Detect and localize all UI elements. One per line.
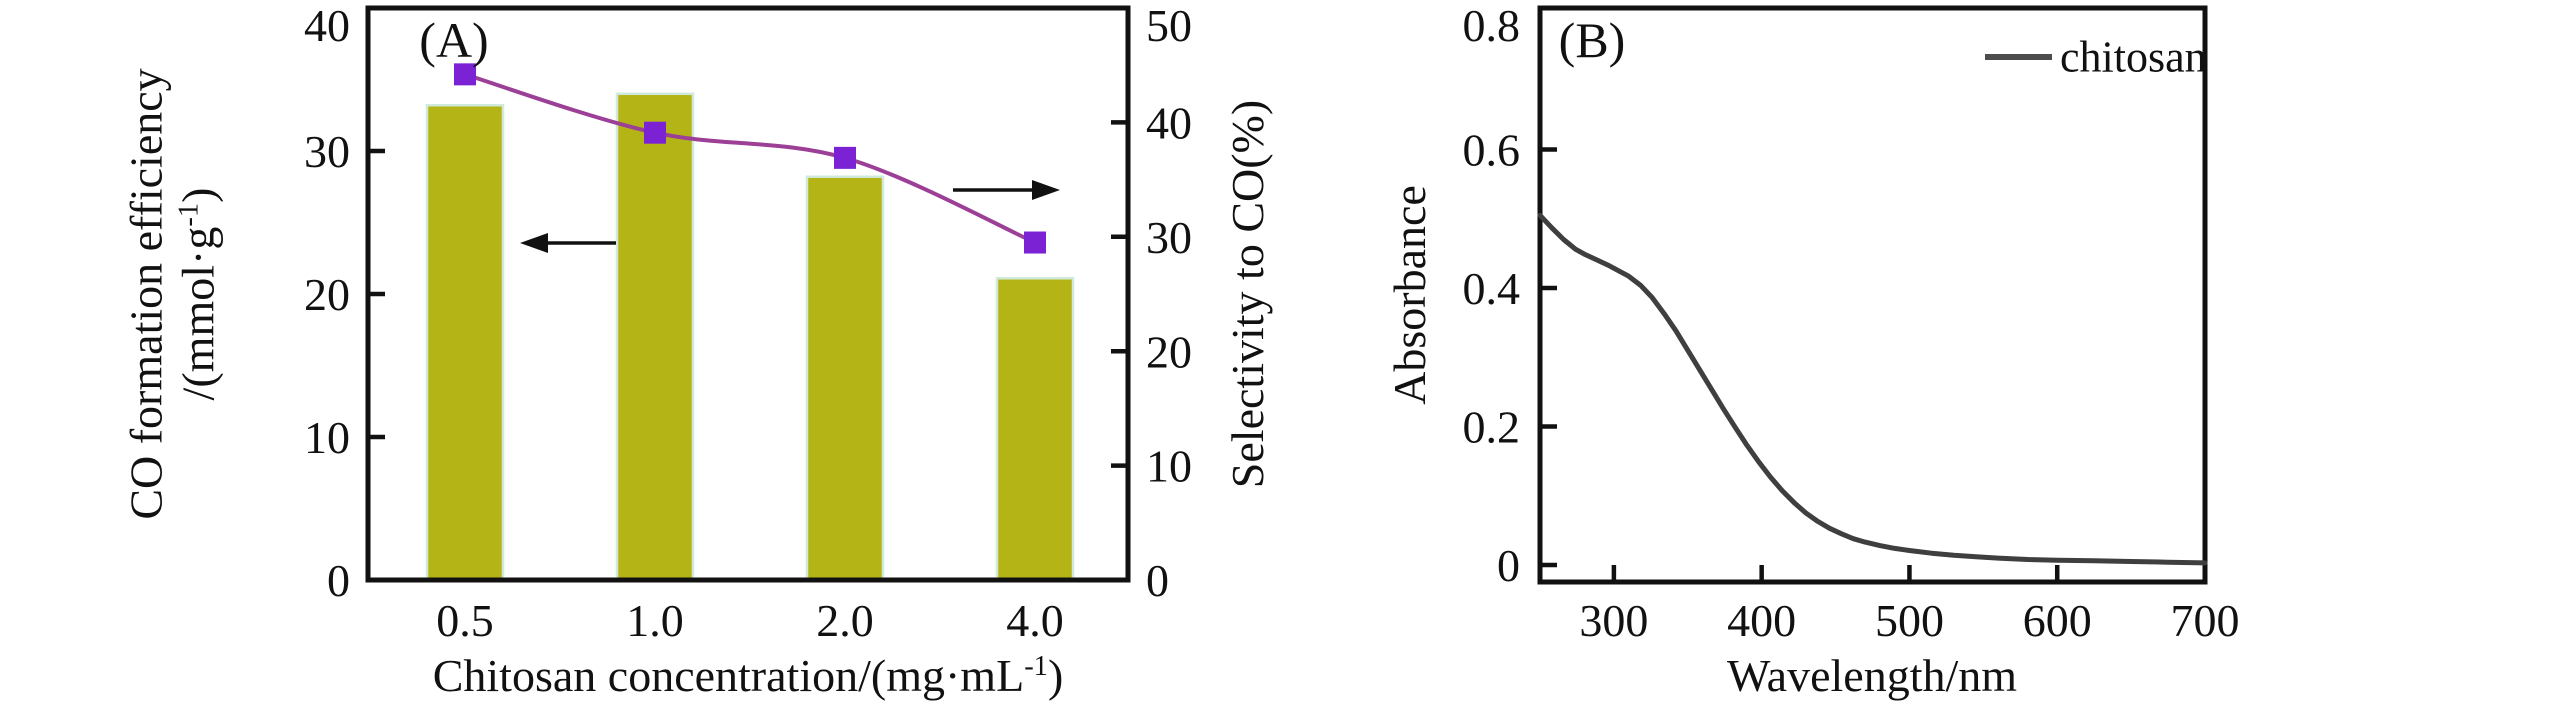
y-right-tick-label: 40 xyxy=(1146,98,1192,149)
co-formation-bar xyxy=(805,175,885,582)
panel-a-y-left-title-line1: CO formation efficiency xyxy=(120,68,172,520)
y-left-tick-label: 0 xyxy=(327,555,350,606)
y-left-tick-label: 20 xyxy=(304,269,350,320)
superscript: -1 xyxy=(1024,651,1048,683)
panel-a-x-axis-title: Chitosan concentration/(mg·mL-1) xyxy=(432,650,1064,702)
y-left-tick-label: 10 xyxy=(304,412,350,463)
wavelength-tick-label: 600 xyxy=(2023,595,2092,646)
panel-b-y-axis-title: Absorbance xyxy=(1384,185,1436,405)
selectivity-marker xyxy=(1024,231,1046,254)
y-left-tick-label: 40 xyxy=(304,0,350,51)
wavelength-tick-label: 700 xyxy=(2171,595,2240,646)
left-axis-arrow-head xyxy=(520,233,548,253)
absorbance-tick-label: 0.4 xyxy=(1463,263,1521,314)
co-formation-bar xyxy=(425,103,505,582)
right-axis-arrow-head xyxy=(1032,180,1060,200)
co-formation-bar xyxy=(615,92,695,582)
selectivity-marker xyxy=(644,121,666,144)
panel-a-y-left-axis-title: CO formation efficiency /(mmol·g-1) xyxy=(120,68,223,519)
legend-label-chitosan: chitosan xyxy=(2060,32,2207,82)
y-right-tick-label: 50 xyxy=(1146,0,1192,51)
x-category-label: 4.0 xyxy=(1006,595,1064,646)
y-right-tick-label: 20 xyxy=(1146,326,1192,377)
absorbance-tick-label: 0.8 xyxy=(1463,0,1521,51)
superscript: -1 xyxy=(173,202,205,227)
x-category-label: 0.5 xyxy=(436,595,494,646)
co-formation-bar xyxy=(995,277,1075,582)
panel-a-y-left-title-line2: /(mmol·g-1) xyxy=(172,187,223,401)
absorbance-tick-label: 0.2 xyxy=(1463,402,1521,453)
absorbance-tick-label: 0.6 xyxy=(1463,125,1521,176)
y-right-tick-label: 0 xyxy=(1146,555,1169,606)
x-category-label: 2.0 xyxy=(816,595,874,646)
wavelength-tick-label: 300 xyxy=(1579,595,1648,646)
absorbance-curve xyxy=(1537,212,2208,566)
y-right-tick-label: 30 xyxy=(1146,212,1192,263)
panel-a-y-right-axis-title: Selectivity to CO(%) xyxy=(1222,99,1274,489)
panel-a-label: (A) xyxy=(419,12,489,68)
panel-b-label: (B) xyxy=(1558,12,1626,68)
selectivity-marker xyxy=(454,63,476,86)
x-category-label: 1.0 xyxy=(626,595,684,646)
wavelength-tick-label: 500 xyxy=(1875,595,1944,646)
absorbance-tick-label: 0 xyxy=(1497,540,1520,591)
y-right-tick-label: 10 xyxy=(1146,441,1192,492)
selectivity-marker xyxy=(834,146,856,169)
panel-b-x-axis-title: Wavelength/nm xyxy=(1726,650,2018,702)
wavelength-tick-label: 400 xyxy=(1727,595,1796,646)
panel-b-frame xyxy=(1537,5,2208,585)
y-left-tick-label: 30 xyxy=(304,126,350,177)
selectivity-line xyxy=(464,72,1036,245)
